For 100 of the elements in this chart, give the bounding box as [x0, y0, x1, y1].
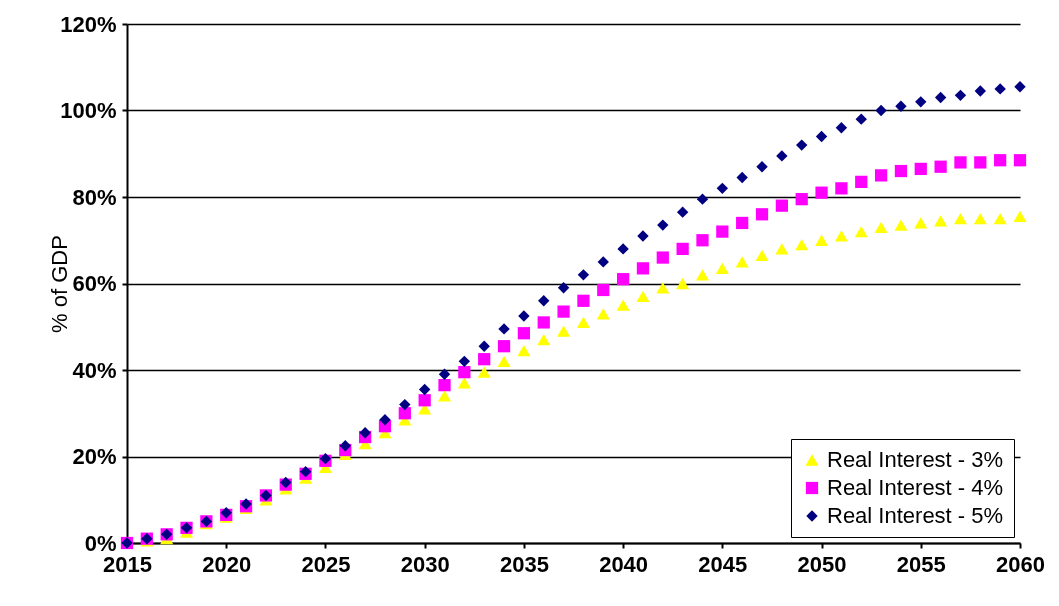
point	[438, 379, 451, 392]
point	[716, 225, 729, 238]
point	[875, 104, 887, 117]
x-tick-label: 2035	[499, 551, 549, 577]
y-tick-label: 80%	[72, 184, 117, 210]
point	[538, 295, 550, 307]
y-axis-title: % of GDP	[47, 235, 73, 333]
point	[557, 305, 570, 318]
point	[934, 215, 948, 227]
point	[437, 390, 452, 402]
point	[894, 219, 908, 231]
point	[736, 171, 748, 184]
point	[894, 164, 908, 178]
point	[458, 366, 471, 379]
point	[517, 327, 531, 340]
point	[676, 277, 690, 290]
x-tick-label: 2060	[996, 551, 1045, 577]
point	[854, 225, 868, 238]
legend-label: Real Interest - 3%	[827, 447, 1004, 472]
point	[755, 249, 769, 262]
point	[973, 212, 987, 225]
point	[993, 212, 1007, 225]
point	[855, 113, 867, 125]
point	[974, 156, 987, 169]
point	[915, 96, 927, 108]
point	[835, 122, 848, 134]
point	[438, 368, 451, 381]
point	[796, 139, 808, 151]
point	[597, 256, 609, 268]
y-tick-label: 120%	[60, 11, 117, 37]
point	[497, 340, 511, 353]
point	[617, 243, 629, 255]
point	[715, 262, 729, 275]
point	[1013, 210, 1027, 223]
point	[736, 216, 749, 230]
point	[934, 91, 947, 104]
y-tick-label: 40%	[72, 357, 117, 383]
point	[657, 219, 669, 231]
point	[775, 243, 789, 255]
point	[537, 316, 550, 329]
point	[636, 262, 650, 275]
point	[755, 208, 769, 221]
y-tick-label: 100%	[60, 98, 117, 123]
point	[457, 377, 471, 389]
point	[795, 193, 808, 206]
point	[874, 221, 888, 233]
point	[557, 325, 571, 337]
point	[756, 161, 768, 173]
point	[695, 269, 710, 281]
point	[596, 308, 610, 320]
point	[815, 234, 829, 246]
point	[557, 282, 570, 294]
point	[815, 186, 828, 199]
point	[636, 290, 650, 303]
point	[994, 154, 1007, 167]
point	[458, 355, 471, 368]
legend-label: Real Interest - 4%	[827, 475, 1004, 500]
point	[716, 182, 729, 195]
y-tick-label: 20%	[72, 444, 117, 469]
x-tick-label: 2055	[896, 551, 946, 577]
point	[953, 212, 967, 225]
x-tick-label: 2040	[599, 551, 649, 577]
point	[775, 199, 788, 212]
point	[517, 344, 531, 357]
point	[735, 256, 749, 268]
point	[776, 150, 788, 162]
point	[895, 100, 907, 112]
point	[477, 366, 491, 378]
point	[954, 89, 967, 102]
point	[616, 273, 630, 286]
point	[418, 394, 431, 407]
point	[577, 269, 590, 281]
point	[637, 230, 649, 242]
point	[498, 323, 510, 335]
point	[1013, 154, 1027, 167]
point	[954, 156, 967, 169]
point	[656, 282, 670, 294]
point	[994, 83, 1006, 95]
point	[914, 217, 928, 229]
point	[934, 160, 947, 173]
point	[597, 283, 610, 297]
point	[834, 230, 848, 242]
point	[339, 439, 351, 452]
point	[577, 294, 590, 307]
point	[478, 353, 491, 366]
point	[518, 310, 530, 322]
point	[537, 334, 551, 346]
point	[399, 398, 411, 411]
point	[696, 234, 709, 247]
point	[418, 383, 431, 396]
point	[616, 299, 630, 311]
x-tick-label: 2020	[202, 551, 252, 577]
y-tick-label: 60%	[72, 271, 117, 296]
point	[855, 175, 868, 188]
point	[576, 316, 590, 329]
legend-label: Real Interest - 5%	[827, 503, 1004, 528]
x-tick-label: 2045	[698, 551, 748, 577]
point	[676, 242, 689, 256]
point	[656, 251, 669, 264]
point	[815, 130, 828, 143]
